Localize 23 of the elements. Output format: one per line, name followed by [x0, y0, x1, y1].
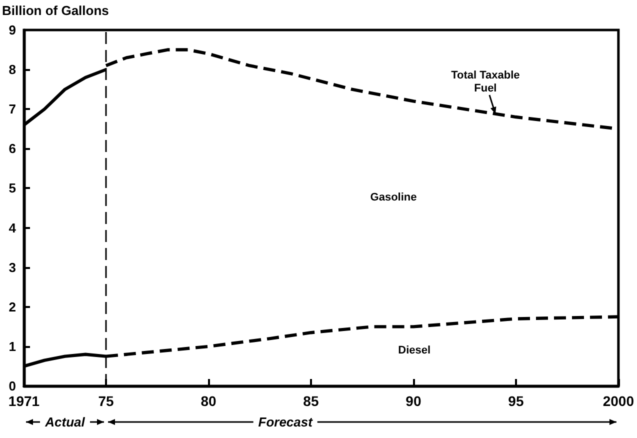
y-tick-label: 5 [8, 180, 16, 196]
y-tick-label: 1 [8, 338, 16, 354]
y-tick-label: 8 [8, 62, 16, 78]
annotation: Diesel [398, 344, 431, 356]
y-tick-label: 9 [8, 22, 16, 38]
x-tick-label: 90 [406, 393, 422, 409]
y-tick-label: 3 [8, 260, 16, 275]
x-tick-label: 1971 [8, 393, 40, 409]
y-tick-label: 0 [8, 378, 16, 394]
x-tick-label: 75 [98, 393, 114, 409]
y-axis-title: Billion of Gallons [2, 3, 109, 18]
text: Forecast [258, 414, 314, 430]
y-tick-label: 4 [8, 220, 17, 236]
x-tick-label: 80 [200, 393, 216, 409]
x-tick-label: 95 [508, 393, 524, 409]
x-tick-label: 85 [303, 393, 319, 409]
text: Actual [44, 414, 86, 430]
annotation: Gasoline [370, 191, 417, 204]
y-tick-label: 6 [8, 141, 16, 156]
annotation: Total Taxable Fuel [451, 70, 520, 95]
x-tick-label: 2000 [602, 393, 634, 409]
y-tick-label: 2 [8, 299, 16, 314]
y-tick-label: 7 [8, 102, 16, 117]
